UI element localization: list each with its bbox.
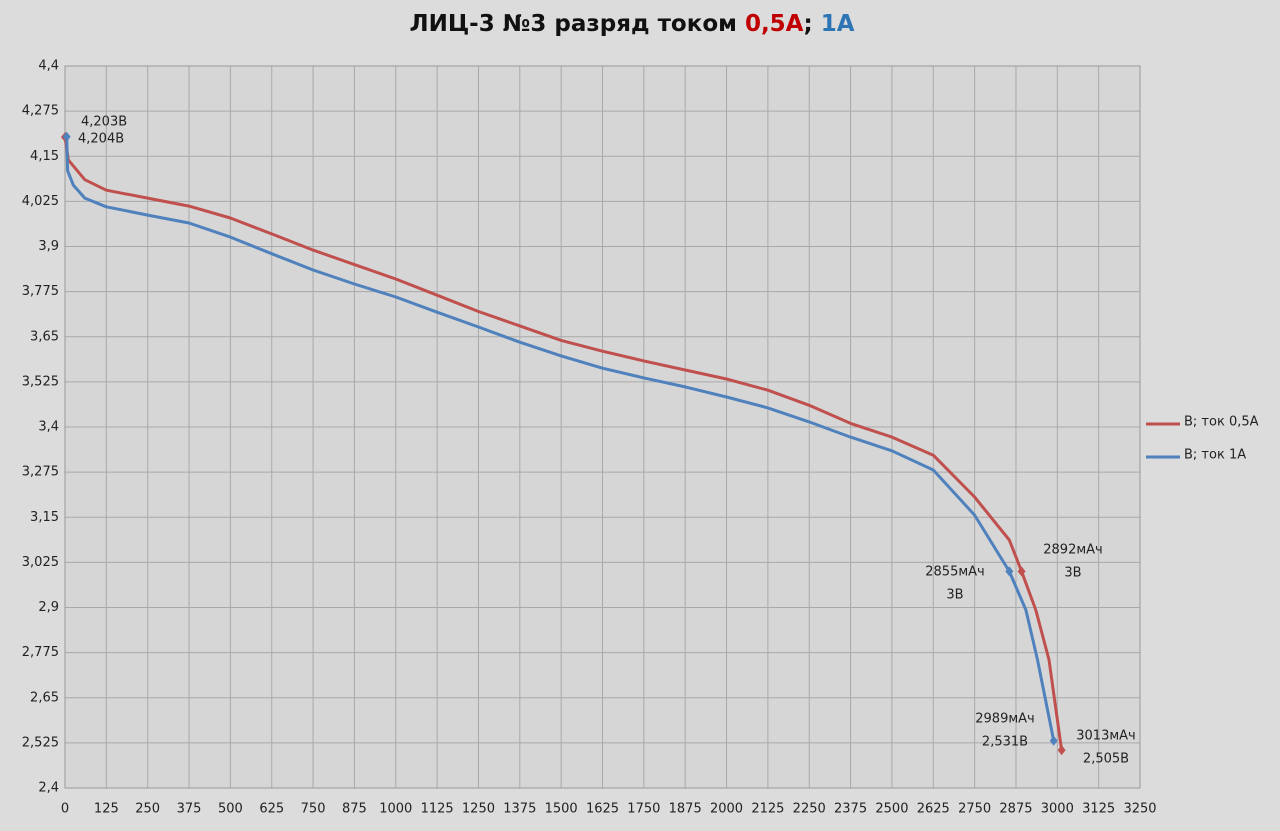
x-tick-label: 1625 xyxy=(586,802,619,817)
x-tick-label: 2625 xyxy=(917,802,950,817)
x-tick-label: 750 xyxy=(301,802,326,817)
legend-label: В; ток 0,5А xyxy=(1184,415,1259,430)
annotation: 2,531В xyxy=(982,735,1028,750)
y-tick-label: 3,775 xyxy=(22,284,59,299)
annotation: 2892мАч xyxy=(1043,543,1102,558)
x-tick-label: 1000 xyxy=(379,802,412,817)
x-tick-label: 125 xyxy=(94,802,119,817)
series-line xyxy=(63,136,1064,751)
y-tick-label: 2,4 xyxy=(38,781,59,796)
y-tick-label: 2,9 xyxy=(38,600,59,615)
x-tick-label: 1750 xyxy=(627,802,660,817)
x-tick-label: 500 xyxy=(218,802,243,817)
point-marker xyxy=(62,131,71,142)
y-tick-label: 2,525 xyxy=(22,735,59,750)
point-marker xyxy=(1005,566,1014,577)
x-tick-label: 875 xyxy=(342,802,367,817)
x-tick-label: 375 xyxy=(177,802,202,817)
x-tick-label: 625 xyxy=(259,802,284,817)
annotation: 2855мАч xyxy=(925,565,984,580)
y-tick-label: 2,65 xyxy=(30,690,59,705)
annotation: 4,204В xyxy=(78,132,124,147)
y-tick-label: 4,025 xyxy=(22,194,59,209)
chart-title: ЛИЦ-3 №3 разряд током 0,5А; 1А xyxy=(409,11,854,37)
point-marker xyxy=(1049,735,1058,746)
x-tick-label: 1875 xyxy=(669,802,702,817)
x-tick-label: 2000 xyxy=(710,802,743,817)
x-tick-label: 2250 xyxy=(793,802,826,817)
x-tick-label: 2375 xyxy=(834,802,867,817)
legend-label: В; ток 1А xyxy=(1184,448,1246,463)
y-tick-label: 3,025 xyxy=(22,555,59,570)
title-part: 1А xyxy=(821,11,855,37)
x-tick-label: 250 xyxy=(135,802,160,817)
x-tick-label: 2875 xyxy=(999,802,1032,817)
x-tick-label: 1125 xyxy=(421,802,454,817)
x-tick-label: 2500 xyxy=(875,802,908,817)
x-tick-label: 3250 xyxy=(1123,802,1156,817)
y-tick-label: 3,15 xyxy=(30,510,59,525)
y-tick-label: 3,4 xyxy=(38,420,59,435)
x-tick-label: 3000 xyxy=(1041,802,1074,817)
title-part: ; xyxy=(803,11,820,37)
y-tick-label: 2,775 xyxy=(22,645,59,660)
point-marker xyxy=(1057,745,1066,756)
x-tick-label: 0 xyxy=(61,802,69,817)
annotation: 2,505В xyxy=(1083,752,1129,767)
y-tick-label: 4,275 xyxy=(22,104,59,119)
x-tick-label: 3125 xyxy=(1082,802,1115,817)
title-part: 0,5А xyxy=(745,11,804,37)
y-tick-label: 3,9 xyxy=(38,239,59,254)
title-part: ЛИЦ-3 №3 разряд током xyxy=(409,11,744,37)
series-line xyxy=(65,136,1056,741)
annotation: 3В xyxy=(946,588,963,603)
y-tick-label: 4,15 xyxy=(30,149,59,164)
plot-border xyxy=(64,65,1141,789)
y-tick-label: 4,4 xyxy=(38,59,59,74)
annotation: 3В xyxy=(1064,566,1081,581)
x-tick-label: 1375 xyxy=(503,802,536,817)
x-tick-label: 2125 xyxy=(751,802,784,817)
annotation: 2989мАч xyxy=(975,712,1034,727)
x-tick-label: 2750 xyxy=(958,802,991,817)
point-marker xyxy=(1017,566,1026,577)
x-tick-label: 1250 xyxy=(462,802,495,817)
y-tick-label: 3,275 xyxy=(22,465,59,480)
y-tick-label: 3,525 xyxy=(22,374,59,389)
y-tick-label: 3,65 xyxy=(30,329,59,344)
annotation: 3013мАч xyxy=(1076,729,1135,744)
x-tick-label: 1500 xyxy=(545,802,578,817)
annotation: 4,203В xyxy=(81,115,127,130)
